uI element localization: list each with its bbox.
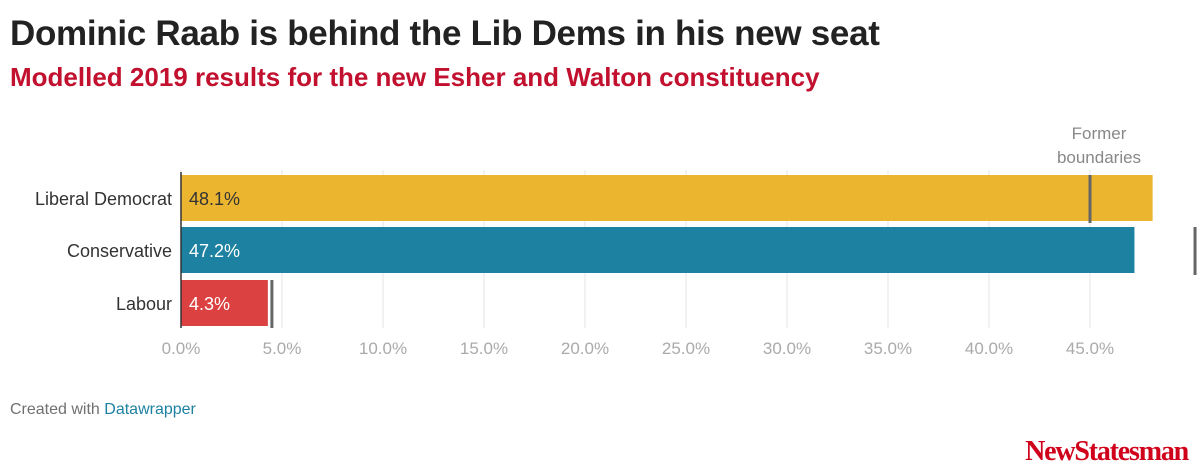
bar-chart: Liberal Democrat Conservative Labour 48.1% 4… [35,124,1197,358]
bar-2 [181,280,268,326]
x-tick-label-6: 30.0% [763,339,811,358]
footer-credit: Created with Datawrapper [10,401,196,419]
annotation-line2: boundaries [1057,148,1141,167]
datawrapper-link[interactable]: Datawrapper [104,401,196,418]
category-label-0: Liberal Democrat [35,189,172,209]
newstatesman-logo: NewStatesman [1025,436,1189,467]
value-label-0: 48.1% [189,189,240,209]
x-tick-label-1: 5.0% [263,339,302,358]
x-tick-label-0: 0.0% [162,339,201,358]
x-tick-label-7: 35.0% [864,339,912,358]
category-label-1: Conservative [67,241,172,261]
x-tick-label-9: 45.0% [1066,339,1114,358]
footer-prefix: Created with [10,401,100,418]
chart-subtitle: Modelled 2019 results for the new Esher … [10,62,820,92]
annotation-line1: Former [1072,124,1127,143]
x-tick-label-3: 15.0% [460,339,508,358]
chart-title: Dominic Raab is behind the Lib Dems in h… [10,14,880,53]
x-tick-label-4: 20.0% [561,339,609,358]
x-tick-label-2: 10.0% [359,339,407,358]
x-tick-label-5: 25.0% [662,339,710,358]
category-label-2: Labour [116,294,172,314]
bar-0 [181,175,1153,221]
bar-1 [181,227,1135,273]
x-tick-label-8: 40.0% [965,339,1013,358]
value-label-2: 4.3% [189,294,230,314]
value-label-1: 47.2% [189,241,240,261]
